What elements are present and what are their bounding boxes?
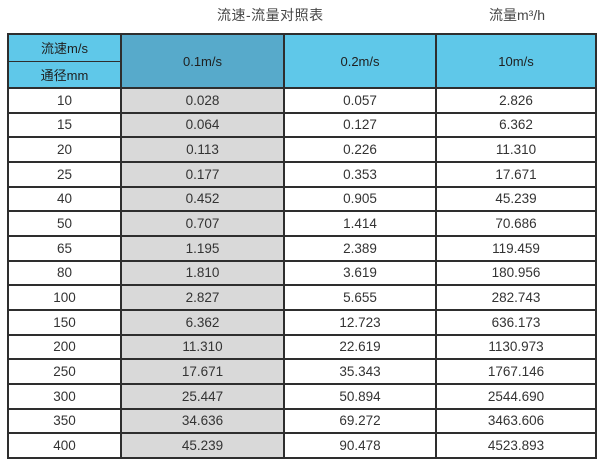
flow-value-cell: 1767.146 xyxy=(435,358,597,385)
diameter-cell: 300 xyxy=(7,382,122,410)
flow-value-cell: 25.447 xyxy=(120,382,285,410)
flow-value-cell: 11.310 xyxy=(435,136,597,163)
diameter-cell: 10 xyxy=(7,87,122,114)
flow-value-cell: 0.226 xyxy=(283,136,437,163)
flow-value-cell: 636.173 xyxy=(435,308,597,336)
flow-value-cell: 35.343 xyxy=(283,358,437,385)
flow-value-cell: 1.195 xyxy=(120,234,285,262)
header-col-0-1ms: 0.1m/s xyxy=(120,33,285,89)
flow-value-cell: 2544.690 xyxy=(435,382,597,410)
flow-value-cell: 45.239 xyxy=(435,185,597,213)
flow-value-cell: 0.057 xyxy=(283,87,437,114)
flow-value-cell: 4523.893 xyxy=(435,432,597,459)
table-row: 250 17.671 35.343 1767.146 xyxy=(7,358,597,385)
flow-value-cell: 1130.973 xyxy=(435,333,597,361)
table-row: 40 0.452 0.905 45.239 xyxy=(7,185,597,213)
flow-value-cell: 0.113 xyxy=(120,136,285,163)
flow-value-cell: 50.894 xyxy=(283,382,437,410)
flow-value-cell: 17.671 xyxy=(435,160,597,188)
table-row: 20 0.113 0.226 11.310 xyxy=(7,136,597,163)
flow-value-cell: 45.239 xyxy=(120,432,285,459)
flow-value-cell: 0.905 xyxy=(283,185,437,213)
flow-unit-label: 流量m³/h xyxy=(489,7,545,23)
table-row: 10 0.028 0.057 2.826 xyxy=(7,87,597,114)
flow-value-cell: 2.827 xyxy=(120,284,285,311)
flow-value-cell: 0.064 xyxy=(120,111,285,139)
header-row-bottom: 通径mm xyxy=(7,60,596,89)
flow-value-cell: 3463.606 xyxy=(435,407,597,435)
flow-value-cell: 0.127 xyxy=(283,111,437,139)
flow-value-cell: 0.452 xyxy=(120,185,285,213)
diameter-cell: 250 xyxy=(7,358,122,385)
table-row: 350 34.636 69.272 3463.606 xyxy=(7,407,597,435)
diameter-cell: 20 xyxy=(7,136,122,163)
flow-value-cell: 0.177 xyxy=(120,160,285,188)
table-row: 50 0.707 1.414 70.686 xyxy=(7,210,597,237)
flow-value-cell: 6.362 xyxy=(435,111,597,139)
table-row: 80 1.810 3.619 180.956 xyxy=(7,259,597,287)
flow-value-cell: 0.028 xyxy=(120,87,285,114)
diameter-cell: 400 xyxy=(7,432,122,459)
table-row: 15 0.064 0.127 6.362 xyxy=(7,111,597,139)
diameter-cell: 25 xyxy=(7,160,122,188)
flow-value-cell: 90.478 xyxy=(283,432,437,459)
table-row: 25 0.177 0.353 17.671 xyxy=(7,160,597,188)
diameter-cell: 100 xyxy=(7,284,122,311)
diameter-cell: 80 xyxy=(7,259,122,287)
flow-value-cell: 1.414 xyxy=(283,210,437,237)
flow-value-cell: 3.619 xyxy=(283,259,437,287)
flow-value-cell: 69.272 xyxy=(283,407,437,435)
flow-value-cell: 0.353 xyxy=(283,160,437,188)
table-row: 100 2.827 5.655 282.743 xyxy=(7,284,597,311)
flow-value-cell: 119.459 xyxy=(435,234,597,262)
flow-value-cell: 6.362 xyxy=(120,308,285,336)
flow-value-cell: 1.810 xyxy=(120,259,285,287)
diameter-cell: 50 xyxy=(7,210,122,237)
flow-value-cell: 22.619 xyxy=(283,333,437,361)
diameter-cell: 350 xyxy=(7,407,122,435)
header-diameter-label: 通径mm xyxy=(7,60,122,89)
flow-value-cell: 5.655 xyxy=(283,284,437,311)
diameter-cell: 150 xyxy=(7,308,122,336)
diameter-cell: 15 xyxy=(7,111,122,139)
flow-value-cell: 180.956 xyxy=(435,259,597,287)
flow-value-cell: 70.686 xyxy=(435,210,597,237)
flow-value-cell: 17.671 xyxy=(120,358,285,385)
diameter-cell: 40 xyxy=(7,185,122,213)
header-col-0-2ms: 0.2m/s xyxy=(283,33,437,89)
table-row: 400 45.239 90.478 4523.893 xyxy=(7,432,597,459)
diameter-cell: 65 xyxy=(7,234,122,262)
table-row: 65 1.195 2.389 119.459 xyxy=(7,234,597,262)
flow-value-cell: 34.636 xyxy=(120,407,285,435)
header-col-10ms: 10m/s xyxy=(435,33,597,89)
table-row: 200 11.310 22.619 1130.973 xyxy=(7,333,597,361)
table-header: 流速m/s 0.1m/s 0.2m/s 10m/s 通径mm xyxy=(7,33,597,89)
flow-value-cell: 2.826 xyxy=(435,87,597,114)
flow-value-cell: 2.389 xyxy=(283,234,437,262)
flow-value-cell: 11.310 xyxy=(120,333,285,361)
header-velocity-label: 流速m/s xyxy=(7,33,122,62)
header-row-top: 流速m/s 0.1m/s 0.2m/s 10m/s xyxy=(7,33,597,89)
flow-value-cell: 282.743 xyxy=(435,284,597,311)
diameter-cell: 200 xyxy=(7,333,122,361)
flow-value-cell: 12.723 xyxy=(283,308,437,336)
table-row: 300 25.447 50.894 2544.690 xyxy=(7,382,597,410)
table-body: 10 0.028 0.057 2.826 15 0.064 0.127 6.362 20 0.11… xyxy=(7,87,597,459)
table-row: 150 6.362 12.723 636.173 xyxy=(7,308,597,336)
flow-value-cell: 0.707 xyxy=(120,210,285,237)
flow-rate-table: 流速m/s 0.1m/s 0.2m/s 10m/s 通径mm 10 0.028 0.… xyxy=(7,33,597,459)
page-title: 流速-流量对照表 xyxy=(217,7,324,23)
